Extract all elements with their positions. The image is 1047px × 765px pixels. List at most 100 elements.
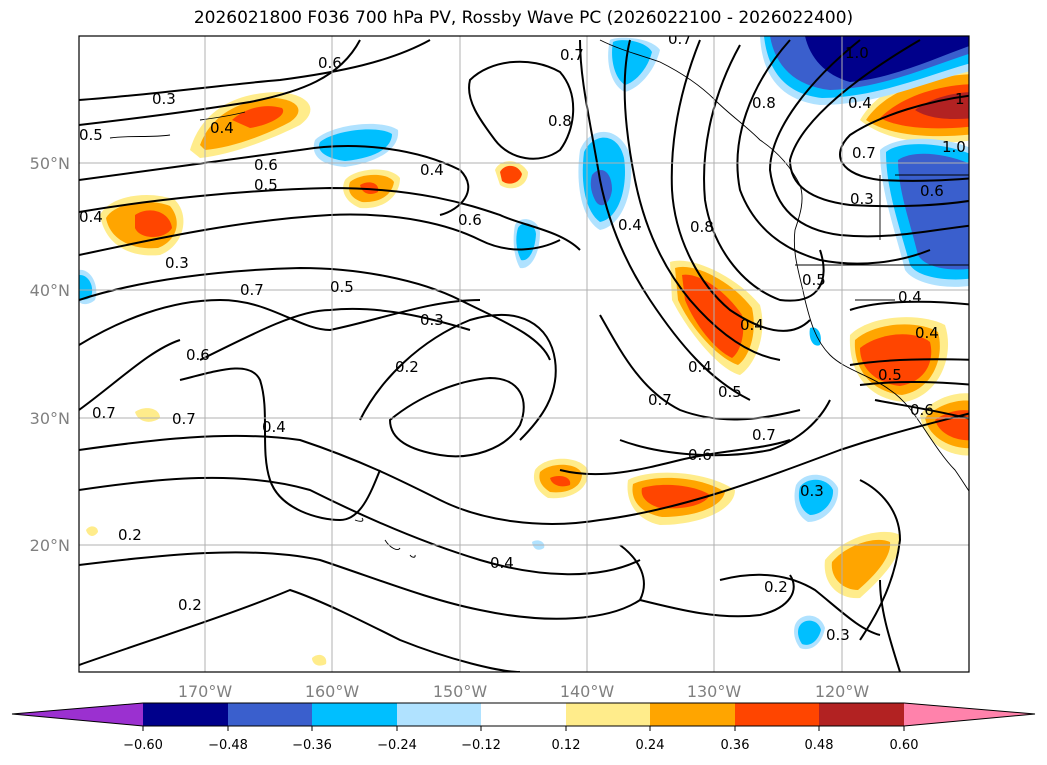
contour-label: 0.4 [740, 316, 764, 334]
colorbar-tick-label: 0.60 [890, 738, 919, 753]
contour-label: 1 [955, 90, 965, 108]
colorbar-bin [566, 703, 650, 726]
colorbar-tick-label: −0.60 [123, 738, 163, 753]
contour-label: 0.6 [920, 182, 944, 200]
anomaly-positive [641, 484, 710, 509]
contour-label: 0.5 [802, 271, 826, 289]
contour-label: 0.3 [826, 626, 850, 644]
colorbar-bin [312, 703, 397, 726]
contour-label: 0.8 [548, 112, 572, 130]
map-border [78, 35, 970, 673]
contour-label: 0.4 [490, 554, 514, 572]
longitude-labels: 170°W 160°W 150°W 140°W 130°W 120°W [178, 682, 870, 701]
pv-anomaly-shading [79, 36, 969, 666]
anomaly-negative [898, 153, 969, 270]
contour-label: 0.5 [718, 383, 742, 401]
contour-label: 0.6 [910, 401, 934, 419]
contour-label: 0.7 [240, 281, 264, 299]
anomaly-negative [798, 479, 834, 515]
contour-label: 0.5 [79, 126, 103, 144]
colorbar-bin [228, 703, 312, 726]
contour-label: 0.3 [800, 482, 824, 500]
colorbar-tick-label: 0.48 [805, 738, 834, 753]
contour-label: 0.4 [848, 94, 872, 112]
lat-label: 50°N [30, 154, 70, 173]
anomaly-positive [312, 654, 327, 666]
contour-label: 0.7 [172, 410, 196, 428]
contour-label-group: 0.6 0.3 0.4 0.5 0.6 0.5 0.4 0.6 0.4 0.3 … [79, 30, 966, 644]
anomaly-negative [79, 274, 93, 300]
colorbar-tick-label: −0.36 [292, 738, 332, 753]
contour-label: 0.4 [210, 119, 234, 137]
latitude-labels: 50°N 40°N 30°N 20°N [30, 154, 70, 555]
contour-label: 0.5 [878, 366, 902, 384]
contour-label: 0.6 [458, 211, 482, 229]
colorbar-bin [481, 703, 566, 726]
colorbar-tick-label: 0.36 [721, 738, 750, 753]
contour-label: 0.7 [752, 426, 776, 444]
colorbar-bin [735, 703, 819, 726]
contour-label: 0.7 [648, 391, 672, 409]
anomaly-negative [805, 36, 969, 82]
anomaly-positive [86, 526, 98, 536]
colorbar-bin [819, 703, 904, 726]
colorbar-tick-label: 0.12 [552, 738, 581, 753]
contour-label: 0.7 [668, 30, 692, 48]
colorbar-tick-label: −0.12 [461, 738, 501, 753]
anomaly-positive [550, 476, 571, 487]
contour-label: 0.7 [852, 144, 876, 162]
contour-label: 0.3 [850, 190, 874, 208]
contour-label: 0.3 [165, 254, 189, 272]
contour-label: 0.4 [262, 418, 286, 436]
lon-label: 140°W [560, 682, 615, 701]
anomaly-positive [135, 210, 172, 237]
contour-label: 0.6 [318, 54, 342, 72]
lat-label: 20°N [30, 536, 70, 555]
contour-label: 0.7 [92, 404, 116, 422]
contour-label: 0.2 [764, 578, 788, 596]
contour-label: 0.4 [79, 208, 103, 226]
lat-label: 40°N [30, 281, 70, 300]
colorbar-tick-label: −0.24 [377, 738, 417, 753]
contour-label: 1.0 [942, 138, 966, 156]
contour-label: 0.2 [118, 526, 142, 544]
lon-label: 150°W [433, 682, 488, 701]
contour-label: 0.2 [178, 596, 202, 614]
contour-label: 0.7 [560, 46, 584, 64]
contour-label: 0.8 [752, 94, 776, 112]
colorbar-bin [143, 703, 228, 726]
anomaly-positive [500, 165, 522, 184]
coastlines [109, 39, 969, 558]
colorbar-tick-label: −0.48 [208, 738, 248, 753]
colorbar: −0.60 −0.48 −0.36 −0.24 −0.12 0.12 0.24 … [11, 702, 1036, 753]
contour-label: 0.4 [420, 161, 444, 179]
lon-label: 170°W [178, 682, 233, 701]
contour-label: 0.4 [618, 216, 642, 234]
anomaly-negative [612, 40, 652, 85]
anomaly-negative [798, 620, 821, 645]
contour-label: 0.6 [186, 346, 210, 364]
colorbar-extend-min [12, 703, 143, 726]
colorbar-bin [397, 703, 481, 726]
contour-label: 0.6 [254, 156, 278, 174]
contour-label: 0.4 [915, 324, 939, 342]
anomaly-negative [516, 223, 536, 261]
contour-label: 0.4 [688, 358, 712, 376]
lat-label: 30°N [30, 409, 70, 428]
lon-label: 160°W [305, 682, 360, 701]
contour-label: 0.2 [395, 358, 419, 376]
colorbar-extend-max [904, 703, 1035, 726]
contour-label: 0.3 [420, 311, 444, 329]
contour-label: 0.8 [690, 218, 714, 236]
colorbar-tick-label: 0.24 [636, 738, 665, 753]
colorbar-bin [650, 703, 735, 726]
contour-label: 1.0 [845, 44, 869, 62]
lon-label: 120°W [815, 682, 870, 701]
contour-label: 0.4 [898, 288, 922, 306]
anomaly-positive [232, 106, 284, 128]
map-title: 2026021800 F036 700 hPa PV, Rossby Wave … [193, 8, 854, 28]
anomaly-positive [915, 92, 969, 119]
contour-label: 0.5 [330, 278, 354, 296]
colorbar-ticks [142, 726, 905, 731]
